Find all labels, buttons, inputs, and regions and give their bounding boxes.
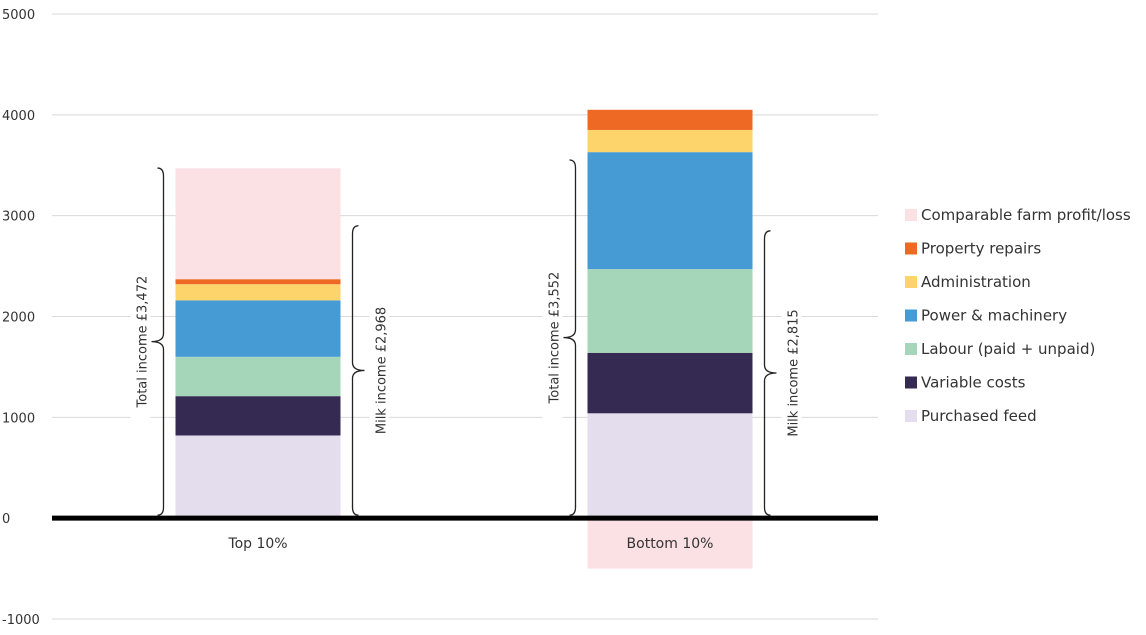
x-axis-category-labels: Top 10% Bottom 10%	[227, 536, 713, 552]
y-axis-ticks: -1000 0 1000 2000 3000 4000 5000	[2, 8, 40, 628]
bar-segment	[587, 152, 753, 270]
brace-label-backdrop	[369, 280, 390, 461]
y-tick-label: 0	[2, 512, 10, 527]
legend: Comparable farm profit/loss Property repa…	[905, 206, 1131, 425]
legend-swatch	[905, 410, 917, 422]
legend-label: Purchased feed	[921, 407, 1037, 425]
x-category-label: Bottom 10%	[627, 536, 714, 552]
curly-brace	[151, 167, 165, 516]
brace-label: Milk income £2,815	[787, 309, 802, 436]
curly-brace	[351, 225, 365, 516]
legend-swatch	[905, 376, 917, 389]
legend-label: Power & machinery	[921, 307, 1067, 325]
bar-segment	[175, 396, 341, 436]
brace-annotations: Total income £3,472 Milk income £2,968 Tot…	[130, 159, 802, 516]
bar-segment	[587, 269, 753, 353]
legend-swatch	[905, 242, 917, 255]
bar-segment	[175, 300, 341, 357]
bar-segment	[587, 352, 753, 414]
brace-label: Total income £3,552	[548, 272, 563, 405]
bar-segment	[587, 518, 753, 569]
brace-label: Milk income £2,968	[375, 307, 390, 434]
legend-label: Property repairs	[921, 240, 1041, 258]
legend-label: Administration	[921, 273, 1031, 291]
brace-label-backdrop	[542, 247, 563, 428]
legend-swatch	[905, 309, 917, 322]
legend-swatch	[905, 343, 917, 355]
legend-label: Variable costs	[921, 374, 1026, 392]
y-tick-label: -1000	[2, 613, 40, 628]
bar-segment	[175, 356, 341, 397]
brace-label: Total income £3,472	[136, 276, 151, 409]
legend-swatch	[905, 209, 917, 221]
y-tick-label: 5000	[2, 8, 35, 23]
y-tick-label: 4000	[2, 109, 35, 124]
curly-brace	[763, 230, 777, 516]
y-tick-label: 2000	[2, 311, 35, 326]
bar-segment	[587, 129, 753, 153]
y-tick-label: 1000	[2, 411, 35, 426]
bar-segments	[175, 109, 753, 569]
legend-swatch	[905, 276, 917, 288]
bar-segment	[587, 413, 753, 519]
y-tick-label: 3000	[2, 210, 35, 225]
curly-brace	[563, 159, 577, 516]
bar-segment	[175, 435, 341, 519]
x-category-label: Top 10%	[227, 536, 287, 552]
bar-segment	[175, 168, 341, 280]
bar-segment	[587, 109, 753, 130]
legend-label: Comparable farm profit/loss	[921, 206, 1131, 224]
brace-label-backdrop	[130, 251, 151, 432]
bar-segment	[175, 284, 341, 301]
legend-label: Labour (paid + unpaid)	[921, 340, 1095, 358]
bar-segment	[175, 279, 341, 285]
brace-label-backdrop	[781, 282, 802, 463]
